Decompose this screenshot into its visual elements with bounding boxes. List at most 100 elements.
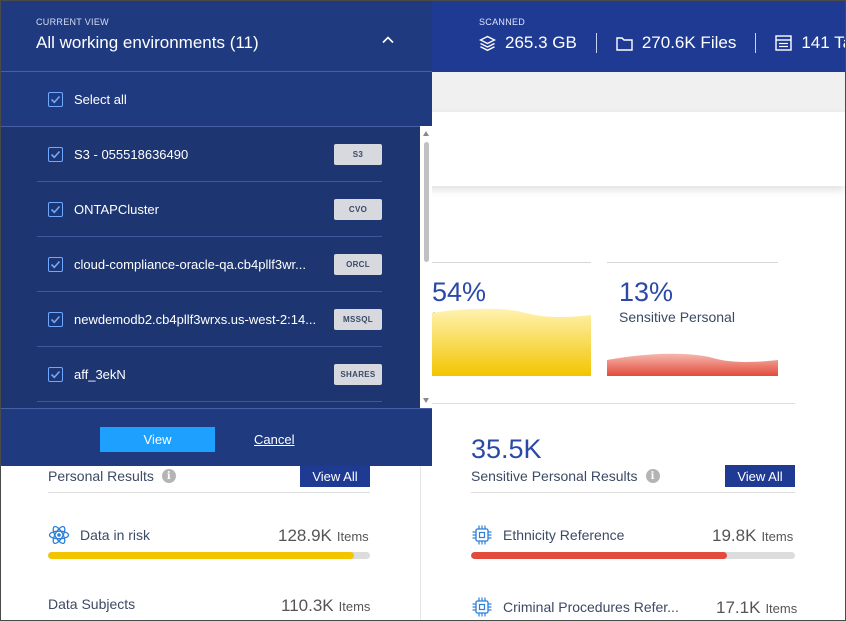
list-item[interactable]: cloud-compliance-oracle-qa.cb4pllf3wr...…: [37, 237, 382, 292]
stat-size-value: 265.3 GB: [505, 33, 577, 52]
select-all-label: Select all: [74, 92, 127, 107]
list-item[interactable]: S3 - 055518636490 S3: [37, 127, 382, 182]
data-in-risk-bar-fill: [48, 552, 354, 559]
current-view-label: CURRENT VIEW: [36, 17, 109, 27]
sensitive-wave-area: [607, 353, 778, 376]
env-checkbox[interactable]: newdemodb2.cb4pllf3wrxs.us-west-2:14...: [48, 312, 316, 327]
filter-panel: [420, 112, 845, 186]
personal-wave-area: [420, 308, 591, 376]
checkbox-checked-icon: [48, 312, 63, 327]
list-item[interactable]: ONTAPCluster CVO: [37, 182, 382, 237]
select-all-checkbox[interactable]: Select all: [48, 92, 127, 107]
env-name: newdemodb2.cb4pllf3wrxs.us-west-2:14...: [74, 312, 317, 327]
checkbox-checked-icon: [48, 147, 63, 162]
divider: [420, 403, 795, 404]
working-environments-dropdown: CURRENT VIEW All working environments (1…: [0, 0, 432, 466]
checkbox-checked-icon: [48, 367, 63, 382]
criminal-count: 17.1K: [716, 598, 761, 617]
sensitive-caption: Sensitive Personal: [619, 309, 735, 325]
stat-size: 265.3 GB: [479, 33, 577, 53]
data-in-risk-row-label: Data in risk: [48, 524, 150, 546]
env-name: S3 - 055518636490: [74, 147, 189, 162]
items-unit: Items: [761, 529, 794, 544]
scroll-down-icon[interactable]: [423, 398, 429, 403]
personal-view-all-button[interactable]: View All: [300, 465, 370, 487]
list-item[interactable]: newdemodb2.cb4pllf3wrxs.us-west-2:14... …: [37, 292, 382, 347]
divider: [48, 492, 370, 493]
data-in-risk-value: 128.9K Items: [278, 526, 369, 546]
data-subjects-value: 110.3K Items: [281, 596, 370, 616]
items-unit: Items: [765, 601, 798, 616]
checkbox-checked-icon: [48, 257, 63, 272]
scanned-label: SCANNED: [479, 17, 526, 27]
env-name: aff_3ekN: [74, 367, 126, 382]
data-subjects-label: Data Subjects: [48, 596, 136, 612]
env-checkbox[interactable]: aff_3ekN: [48, 367, 126, 382]
env-type-badge: S3: [334, 144, 382, 165]
sensitive-total: 35.5K: [471, 434, 542, 464]
chip-icon: [472, 597, 492, 617]
ethnicity-label: Ethnicity Reference: [503, 527, 625, 543]
env-checkbox[interactable]: ONTAPCluster: [48, 202, 159, 217]
items-unit: Items: [336, 529, 369, 544]
env-checkbox[interactable]: S3 - 055518636490: [48, 147, 188, 162]
sensitive-view-all-button[interactable]: View All: [725, 465, 795, 487]
criminal-value: 17.1K Items: [716, 598, 797, 618]
ethnicity-bar-fill: [471, 552, 727, 559]
divider: [755, 33, 757, 53]
criminal-row-label: Criminal Procedures Refer...: [471, 596, 679, 618]
data-subjects-count: 110.3K: [281, 596, 334, 615]
env-type-badge: ORCL: [334, 254, 382, 275]
ethnicity-bar: [471, 552, 795, 559]
view-button[interactable]: View: [100, 427, 215, 452]
personal-percent: 54%: [432, 277, 487, 307]
divider: [471, 492, 795, 493]
data-subjects-row-label: Data Subjects: [48, 596, 135, 612]
checkbox-checked-icon: [48, 202, 63, 217]
stat-files-value: 270.6K Files: [641, 33, 737, 52]
stat-tables-value: 141 Ta: [801, 33, 846, 52]
folder-icon: [616, 36, 633, 51]
personal-chart: 54% Personal: [420, 262, 591, 376]
data-in-risk-label: Data in risk: [80, 527, 151, 543]
personal-wave: [420, 308, 591, 376]
stat-files: 270.6K Files: [616, 33, 737, 53]
layers-icon: [479, 35, 496, 51]
scrollbar-thumb[interactable]: [424, 142, 429, 262]
sensitive-results-title-text: Sensitive Personal Results: [471, 468, 638, 484]
personal-results-title: Personal Results i: [48, 468, 176, 484]
sensitive-percent: 13%: [619, 277, 674, 307]
list-scrollbar[interactable]: [420, 126, 432, 408]
sensitive-wave: [607, 353, 778, 376]
ethnicity-count: 19.8K: [712, 526, 757, 545]
scroll-up-icon[interactable]: [423, 131, 429, 136]
scanned-stats: 265.3 GB 270.6K Files 141 Ta: [479, 33, 846, 53]
env-type-badge: MSSQL: [334, 309, 382, 330]
cancel-link[interactable]: Cancel: [254, 432, 295, 447]
criminal-label: Criminal Procedures Refer...: [503, 599, 679, 615]
list-item[interactable]: aff_3ekN SHARES: [37, 347, 382, 402]
items-unit: Items: [338, 599, 371, 614]
env-type-badge: CVO: [334, 199, 382, 220]
environment-list: S3 - 055518636490 S3 ONTAPCluster CVO cl…: [0, 126, 432, 408]
current-view-header[interactable]: CURRENT VIEW All working environments (1…: [0, 0, 432, 72]
env-checkbox[interactable]: cloud-compliance-oracle-qa.cb4pllf3wr...: [48, 257, 306, 272]
env-type-badge: SHARES: [334, 364, 382, 385]
table-icon: [775, 35, 793, 51]
env-name: cloud-compliance-oracle-qa.cb4pllf3wr...: [74, 257, 306, 272]
data-in-risk-bar: [48, 552, 370, 559]
divider: [420, 466, 421, 621]
info-icon[interactable]: i: [161, 469, 176, 483]
data-in-risk-count: 128.9K: [278, 526, 332, 545]
personal-results-title-text: Personal Results: [48, 468, 154, 484]
current-view-title: All working environments (11): [36, 33, 259, 52]
info-icon[interactable]: i: [645, 469, 660, 483]
chip-icon: [472, 525, 492, 545]
ethnicity-value: 19.8K Items: [712, 526, 793, 546]
atom-icon: [48, 525, 70, 545]
stat-tables: 141 Ta: [775, 33, 846, 53]
env-name: ONTAPCluster: [74, 202, 159, 217]
ethnicity-row-label: Ethnicity Reference: [471, 524, 624, 546]
dropdown-footer: View Cancel: [0, 408, 432, 466]
chevron-up-icon[interactable]: [381, 33, 395, 47]
